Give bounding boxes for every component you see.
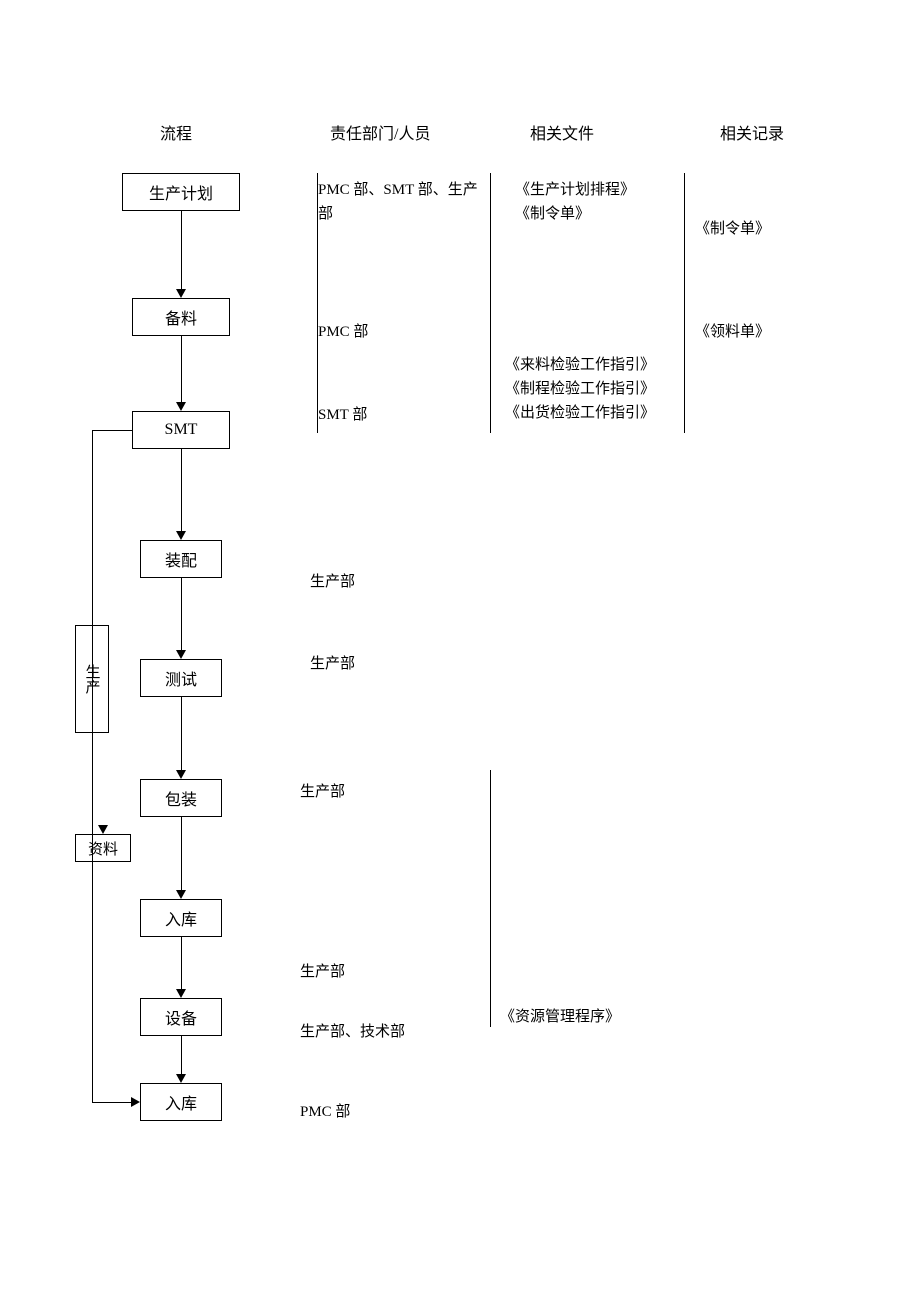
dept-cell-0: PMC 部、SMT 部、生产部	[318, 178, 483, 226]
dept-cell-6: 生产部	[300, 960, 345, 984]
flow-node-n3: SMT	[132, 411, 230, 449]
dept-cell-5: 生产部	[300, 780, 345, 804]
diagram-container: 流程 责任部门/人员 相关文件 相关记录 生产计划备料SMT装配测试包装入库设备…	[0, 0, 920, 1301]
doc-cell-0: 《生产计划排程》 《制令单》	[515, 178, 635, 226]
feedback-vertical	[92, 430, 93, 1102]
record-cell-1: 《领料单》	[695, 320, 770, 344]
feedback-arrow-head	[131, 1097, 140, 1107]
flow-arrow-head-1	[176, 402, 186, 411]
flow-arrow-head-7	[176, 1074, 186, 1083]
flow-arrow-head-0	[176, 289, 186, 298]
flow-arrow-line-4	[181, 697, 182, 771]
flow-arrow-line-1	[181, 336, 182, 403]
flow-arrow-line-2	[181, 449, 182, 532]
flow-arrow-line-6	[181, 937, 182, 990]
feedback-bottom-h	[92, 1102, 132, 1103]
flow-arrow-head-3	[176, 650, 186, 659]
dept-cell-2: SMT 部	[318, 403, 367, 427]
record-cell-0: 《制令单》	[695, 217, 770, 241]
flow-arrow-head-2	[176, 531, 186, 540]
dept-cell-4: 生产部	[310, 652, 355, 676]
header-docs: 相关文件	[530, 120, 594, 144]
col-divider-2	[684, 173, 685, 433]
header-dept: 责任部门/人员	[330, 120, 430, 144]
flow-node-n7: 入库	[140, 899, 222, 937]
flow-node-n8: 设备	[140, 998, 222, 1036]
header-records: 相关记录	[720, 120, 784, 144]
side-arrow-s2	[98, 825, 108, 834]
dept-cell-8: PMC 部	[300, 1100, 350, 1124]
flow-arrow-head-6	[176, 989, 186, 998]
flow-arrow-line-5	[181, 817, 182, 891]
flow-node-n2: 备料	[132, 298, 230, 336]
flow-node-n1: 生产计划	[122, 173, 240, 211]
dept-cell-1: PMC 部	[318, 320, 368, 344]
dept-cell-3: 生产部	[310, 570, 355, 594]
col-divider-1	[490, 173, 491, 433]
flow-arrow-head-5	[176, 890, 186, 899]
flow-node-n4: 装配	[140, 540, 222, 578]
dept-cell-7: 生产部、技术部	[300, 1020, 405, 1044]
col-divider-3	[490, 770, 491, 1027]
flow-node-n6: 包装	[140, 779, 222, 817]
flow-arrow-line-0	[181, 211, 182, 290]
side-node-s2: 资料	[75, 834, 131, 862]
flow-node-n9: 入库	[140, 1083, 222, 1121]
feedback-top-h	[92, 430, 132, 431]
doc-cell-1: 《来料检验工作指引》 《制程检验工作指引》 《出货检验工作指引》	[505, 353, 655, 425]
header-flow: 流程	[160, 120, 192, 144]
doc-cell-2: 《资源管理程序》	[500, 1005, 620, 1029]
flow-arrow-line-3	[181, 578, 182, 651]
flow-arrow-line-7	[181, 1036, 182, 1075]
col-divider-0	[317, 173, 318, 433]
flow-arrow-head-4	[176, 770, 186, 779]
flow-node-n5: 测试	[140, 659, 222, 697]
